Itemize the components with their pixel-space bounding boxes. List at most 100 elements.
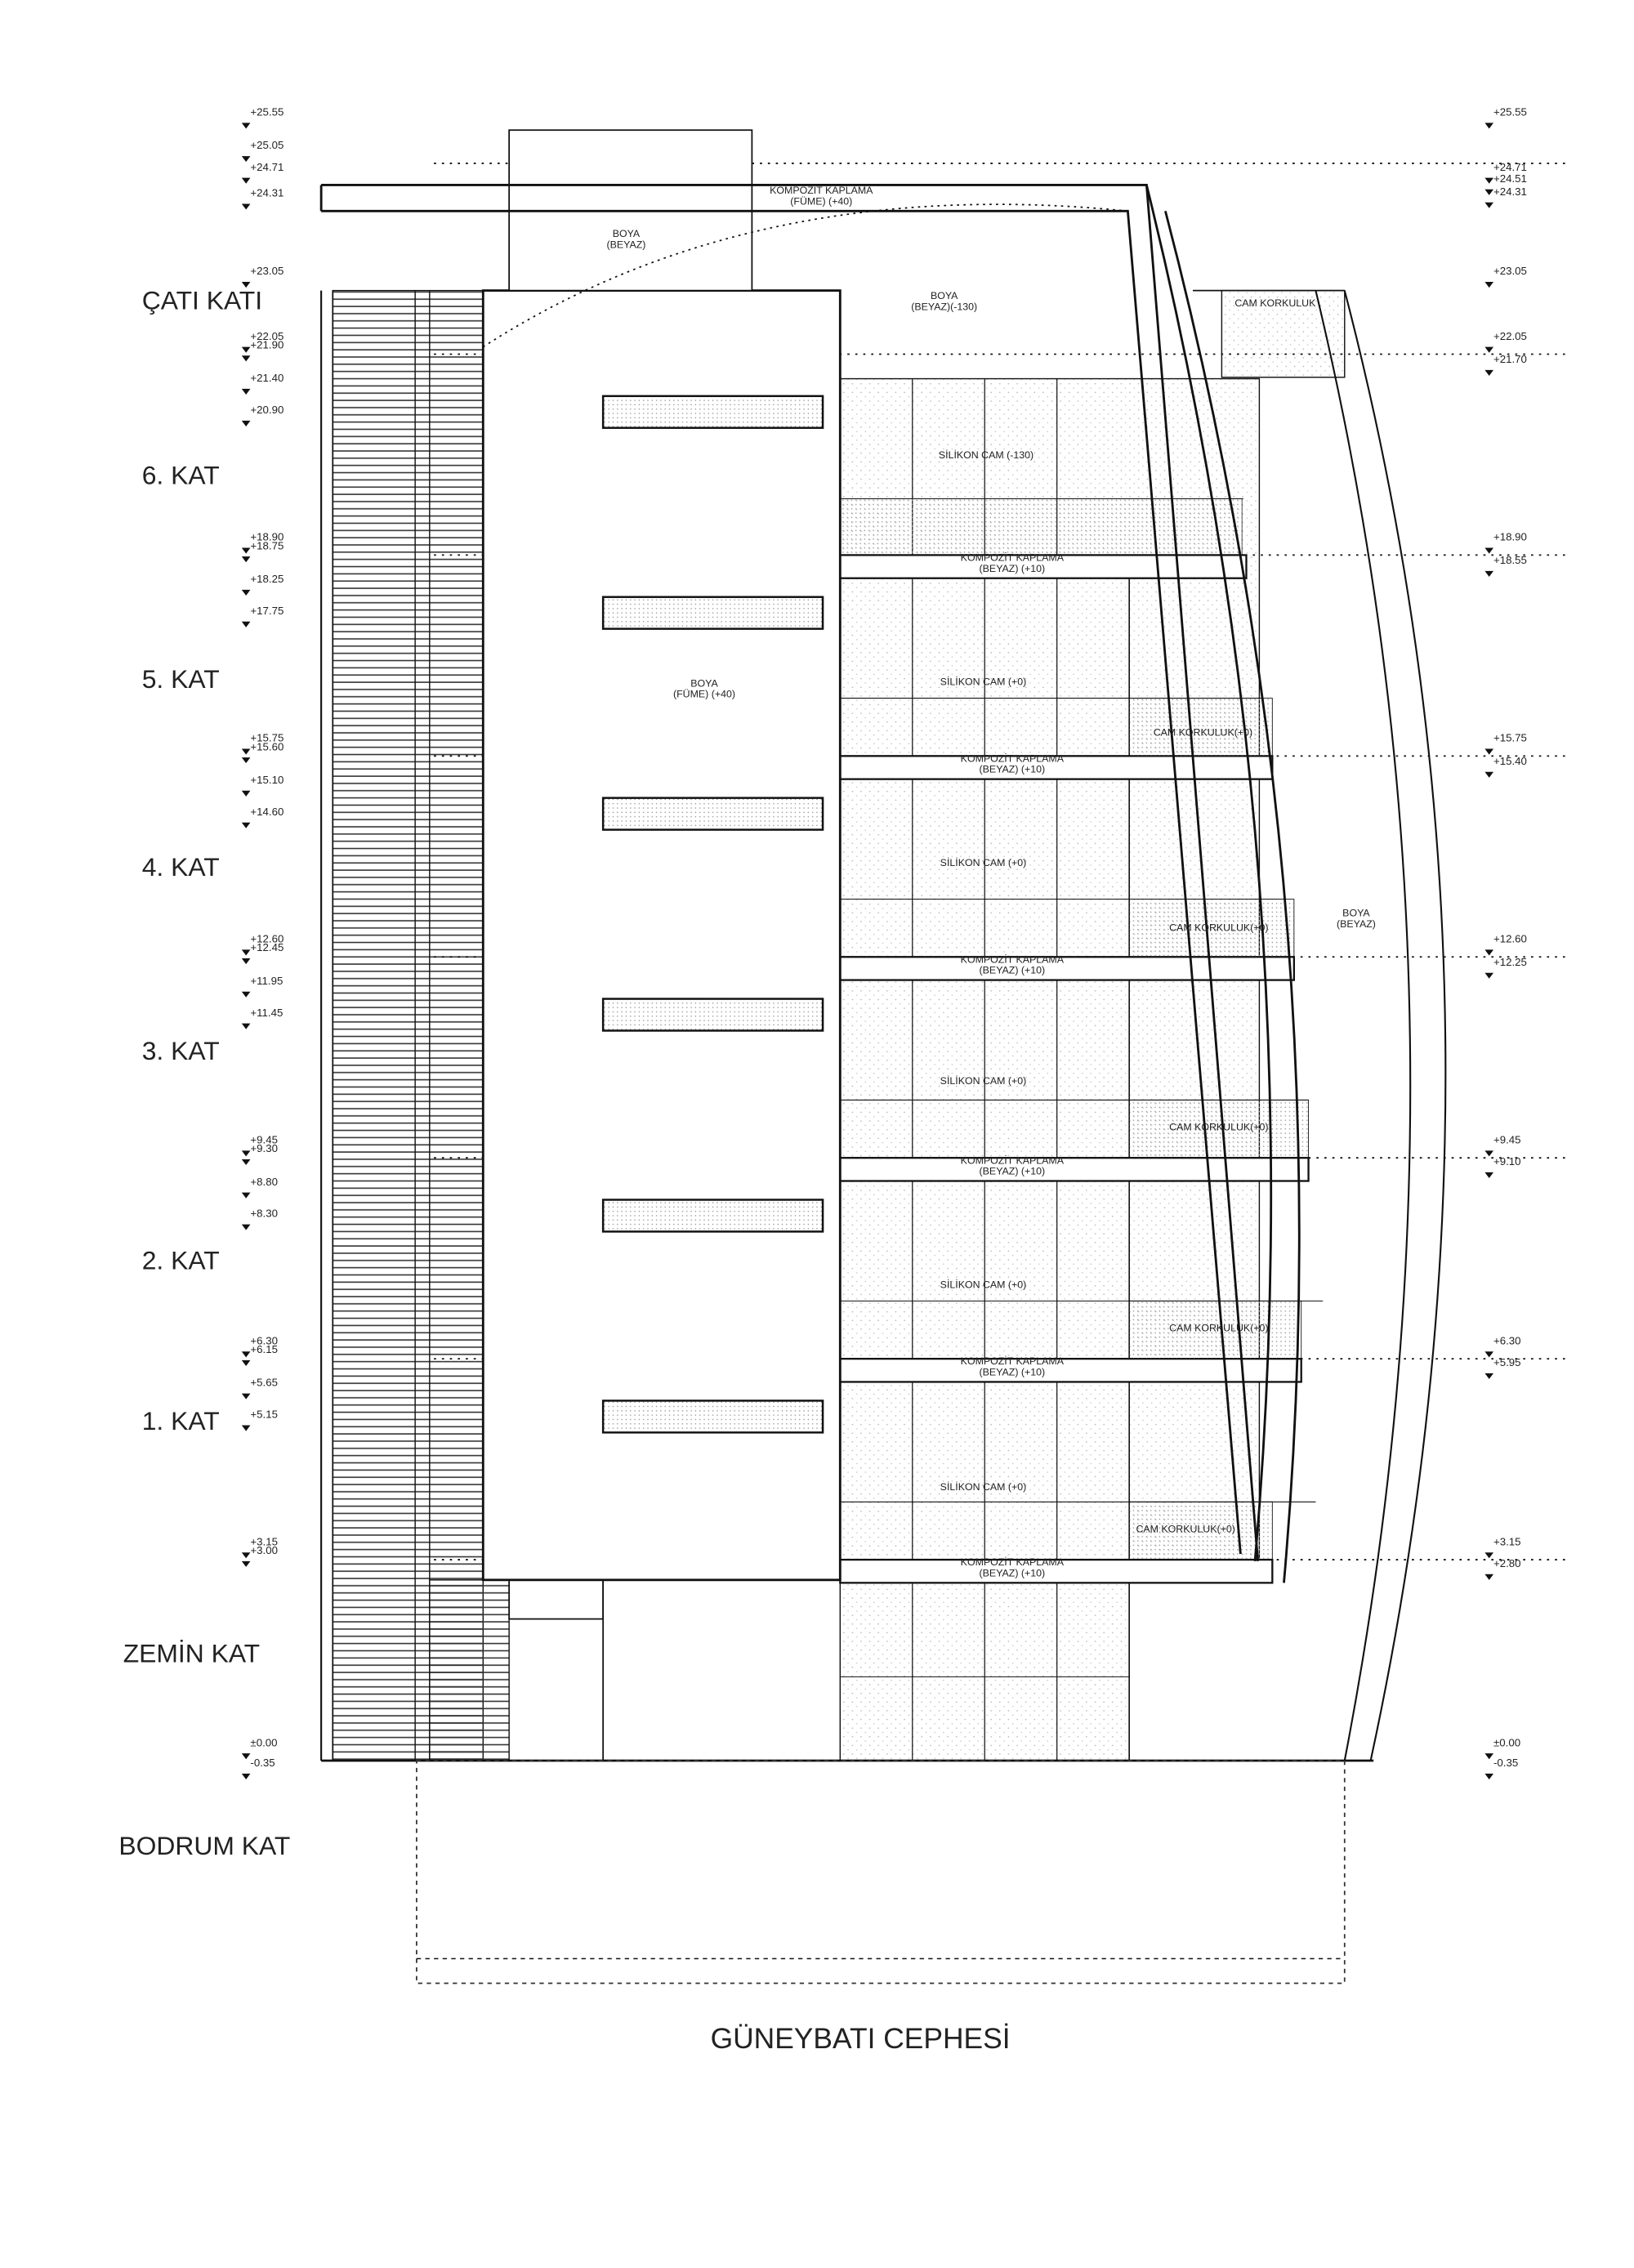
level-label-right: +12.60	[1493, 933, 1527, 945]
level-label-left: +25.55	[250, 106, 283, 118]
level-marker-icon	[241, 589, 251, 596]
level-marker-icon	[241, 1425, 251, 1431]
drawing-title: GÜNEYBATI CEPHESİ	[711, 2023, 1011, 2055]
level-label-left: +8.80	[250, 1176, 278, 1188]
slab-cladding-note: KOMPOZİT KAPLAMA	[961, 1556, 1065, 1568]
top-glass-band	[839, 498, 1243, 556]
curved-shell-outer	[1315, 290, 1412, 1761]
glass-railing	[1128, 1300, 1302, 1359]
ground-cladding	[429, 1579, 510, 1761]
level-marker-icon	[1484, 1373, 1494, 1379]
level-marker-icon	[241, 123, 251, 129]
basement-outline	[416, 1760, 1346, 1984]
slab-cladding-note: (BEYAZ) (+10)	[980, 1567, 1046, 1578]
slab-cladding-note: (BEYAZ) (+10)	[980, 1166, 1046, 1177]
slab-cladding-note: KOMPOZİT KAPLAMA	[961, 752, 1065, 764]
dashed-arc	[482, 203, 1128, 348]
window-band	[601, 998, 824, 1032]
roof-cladding-note: (FÜME) (+40)	[790, 195, 852, 207]
level-marker-icon	[1484, 570, 1494, 577]
floor-glass-note: SİLİKON CAM (+0)	[940, 1279, 1027, 1290]
level-marker-icon	[1484, 1773, 1494, 1779]
level-marker-icon	[241, 282, 251, 288]
level-label-left: +12.45	[250, 941, 283, 953]
window-band	[601, 395, 824, 429]
level-label-left: +21.90	[250, 338, 283, 350]
floor-name-label: 3. KAT	[142, 1036, 220, 1065]
level-label-right: +23.05	[1493, 265, 1527, 277]
level-marker-icon	[241, 991, 251, 998]
level-marker-icon	[241, 420, 251, 426]
level-marker-icon	[241, 556, 251, 563]
floor-name-label: 5. KAT	[142, 664, 220, 694]
level-marker-icon	[241, 1150, 251, 1157]
level-label-left: +23.05	[250, 265, 283, 277]
level-label-left: +3.00	[250, 1544, 278, 1556]
penthouse-paint-note: BOYA	[613, 228, 641, 239]
level-label-left: +12.60	[250, 933, 283, 945]
level-label-left: +18.25	[250, 573, 283, 585]
floor-glass-note: SİLİKON CAM (+0)	[940, 1075, 1027, 1087]
level-label-left: +6.15	[250, 1343, 278, 1355]
level-marker-icon	[1484, 1351, 1494, 1358]
level-marker-icon	[241, 346, 251, 353]
glass-railing	[1128, 698, 1273, 757]
level-label-left: +21.40	[250, 372, 283, 384]
level-marker-icon	[241, 790, 251, 797]
level-marker-icon	[1484, 346, 1494, 353]
slab-cladding-band	[839, 1357, 1302, 1383]
level-label-right: +12.25	[1493, 956, 1527, 968]
roof-paint-note: BOYA	[931, 290, 958, 301]
floor-railing-note: CAM KORKULUK(+0)	[1169, 1122, 1268, 1133]
block-paint-note: BOYA	[690, 677, 718, 689]
level-label-left: +15.75	[250, 732, 283, 744]
floor-name-label: 1. KAT	[142, 1406, 220, 1435]
floor-name-label: 4. KAT	[142, 852, 220, 882]
level-marker-icon	[241, 355, 251, 362]
slab-cladding-band	[839, 1157, 1310, 1182]
level-marker-icon	[241, 1552, 251, 1559]
level-marker-icon	[1484, 949, 1494, 956]
top-glass-note: SİLİKON CAM (-130)	[939, 449, 1034, 461]
level-marker-icon	[241, 1351, 251, 1358]
level-label-left: ±0.00	[250, 1736, 277, 1748]
level-marker-icon	[241, 1393, 251, 1400]
level-marker-icon	[241, 1753, 251, 1760]
level-marker-icon	[1484, 972, 1494, 979]
slab-cladding-note: (BEYAZ) (+10)	[980, 764, 1046, 775]
shell-paint-note: (BEYAZ)	[1337, 918, 1376, 930]
level-label-left: +6.30	[250, 1334, 278, 1346]
level-label-right: -0.35	[1493, 1757, 1518, 1769]
level-marker-icon	[241, 177, 251, 184]
level-label-left: +18.90	[250, 531, 283, 543]
level-label-right: +22.05	[1493, 330, 1527, 342]
level-marker-icon	[241, 1159, 251, 1166]
level-marker-icon	[1484, 748, 1494, 755]
floor-railing-note: CAM KORKULUK(+0)	[1136, 1523, 1234, 1534]
level-label-left: +14.60	[250, 806, 283, 818]
level-label-left: +17.75	[250, 605, 283, 617]
floor-name-label: 6. KAT	[142, 461, 220, 490]
level-marker-icon	[241, 203, 251, 210]
level-marker-icon	[241, 748, 251, 755]
curved-shell-inner	[1145, 185, 1273, 1561]
floor-railing-note: CAM KORKULUK(+0)	[1169, 922, 1268, 933]
level-marker-icon	[1484, 1552, 1494, 1559]
level-label-right: +9.45	[1493, 1134, 1521, 1146]
level-marker-icon	[241, 1224, 251, 1230]
level-marker-icon	[241, 388, 251, 395]
level-label-right: +24.51	[1493, 172, 1527, 185]
slab-cladding-note: (BEYAZ) (+10)	[980, 563, 1046, 574]
level-marker-icon	[241, 757, 251, 764]
roof-cladding-note: KOMPOZİT KAPLAMA	[770, 185, 873, 196]
shell-paint-note: BOYA	[1342, 908, 1370, 919]
level-label-left: +5.15	[250, 1409, 278, 1421]
level-label-left: +5.65	[250, 1377, 278, 1389]
level-marker-icon	[1484, 1172, 1494, 1178]
level-label-right: +15.75	[1493, 732, 1527, 744]
slab-cladding-note: (BEYAZ) (+10)	[980, 965, 1046, 976]
slab-cladding-note: KOMPOZİT KAPLAMA	[961, 1355, 1065, 1367]
level-marker-icon	[1484, 123, 1494, 129]
level-marker-icon	[1484, 1753, 1494, 1760]
